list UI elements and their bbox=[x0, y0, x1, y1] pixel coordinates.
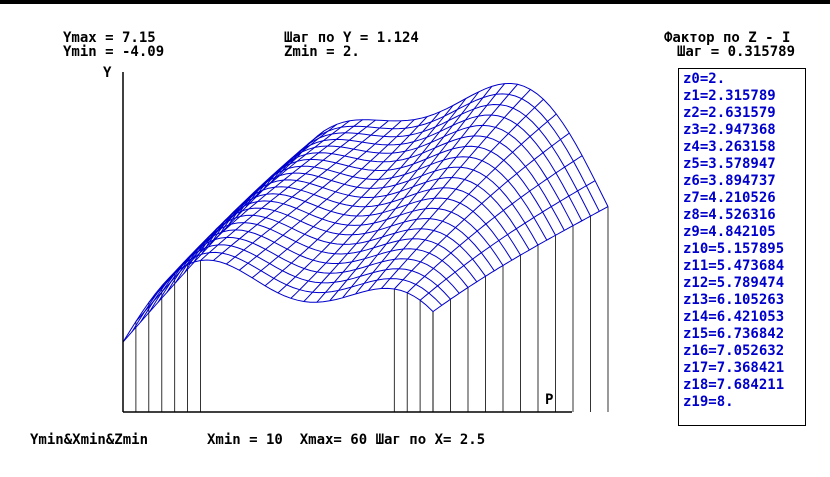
mesh-line bbox=[406, 155, 583, 294]
z-level-item: z4=3.263158 bbox=[683, 139, 776, 155]
mesh-line bbox=[380, 113, 557, 289]
mesh-line bbox=[174, 120, 350, 274]
mesh-line bbox=[122, 259, 434, 343]
top-border bbox=[0, 0, 830, 4]
mesh-line bbox=[264, 111, 441, 287]
z-level-item: z5=3.578947 bbox=[683, 156, 776, 172]
z-level-item: z16=7.052632 bbox=[683, 343, 785, 359]
corner-label: Ymin&Xmin&Zmin bbox=[30, 432, 149, 448]
mesh-line bbox=[432, 206, 609, 313]
mesh-line bbox=[277, 105, 454, 294]
z-level-item: z15=6.736842 bbox=[683, 326, 785, 342]
mesh-line bbox=[368, 98, 544, 291]
z-level-item: z12=5.789474 bbox=[683, 275, 785, 291]
z-factor-label: Фактор по Z - I bbox=[664, 30, 791, 46]
z-level-item: z8=4.526316 bbox=[683, 207, 776, 223]
z-level-item: z11=5.473684 bbox=[683, 258, 785, 274]
ymin-label: Ymin = -4.09 bbox=[63, 44, 165, 60]
surface-mesh bbox=[122, 82, 609, 412]
mesh-line bbox=[238, 119, 415, 271]
zmin-label: Zmin = 2. bbox=[284, 44, 360, 60]
mesh-line bbox=[213, 120, 389, 261]
z-level-item: z1=2.315789 bbox=[683, 88, 776, 104]
mesh-line bbox=[200, 119, 376, 261]
step-y-label: Шаг по Y = 1.124 bbox=[284, 30, 419, 46]
p-axis-label: P bbox=[545, 392, 554, 408]
z-level-item: z2=2.631579 bbox=[683, 105, 776, 121]
mesh-line bbox=[288, 93, 600, 212]
mesh-line bbox=[140, 244, 451, 323]
mesh-line bbox=[161, 123, 338, 287]
z-levels-panel: z0=2. z1=2.315789 z2=2.631579 z3=2.947368 z4… bbox=[678, 68, 806, 426]
z-level-item: z13=6.105263 bbox=[683, 292, 785, 308]
mesh-line bbox=[131, 251, 443, 333]
mesh-line bbox=[122, 156, 299, 343]
mesh-line bbox=[225, 120, 402, 265]
mesh-line bbox=[393, 132, 570, 290]
z-level-item: z18=7.684211 bbox=[683, 377, 785, 393]
mesh-line bbox=[316, 86, 493, 303]
y-axis-label: Y bbox=[103, 65, 112, 81]
x-range-label: Xmin = 10 Xmax= 60 Шаг по X= 2.5 bbox=[207, 432, 486, 448]
z-level-item: z14=6.421053 bbox=[683, 309, 785, 325]
ymax-label: Ymax = 7.15 bbox=[63, 30, 156, 46]
z-level-item: z3=2.947368 bbox=[683, 122, 776, 138]
z-level-item: z19=8. bbox=[683, 394, 734, 410]
mesh-line bbox=[355, 89, 531, 295]
mesh-line bbox=[303, 91, 480, 302]
mesh-line bbox=[419, 180, 596, 301]
mesh-line bbox=[290, 98, 467, 299]
mesh-line bbox=[329, 83, 506, 302]
z-level-item: z17=7.368421 bbox=[683, 360, 785, 376]
mesh-line bbox=[187, 119, 363, 265]
mesh-line bbox=[251, 116, 428, 279]
z-level-item: z7=4.210526 bbox=[683, 190, 776, 206]
z-level-item: z0=2. bbox=[683, 71, 726, 87]
z-step-label: Шаг = 0.315789 bbox=[677, 44, 796, 60]
mesh-line bbox=[342, 83, 518, 299]
z-level-item: z9=4.842105 bbox=[683, 224, 776, 240]
z-level-item: z10=5.157895 bbox=[683, 241, 785, 257]
z-level-item: z6=3.894737 bbox=[683, 173, 776, 189]
